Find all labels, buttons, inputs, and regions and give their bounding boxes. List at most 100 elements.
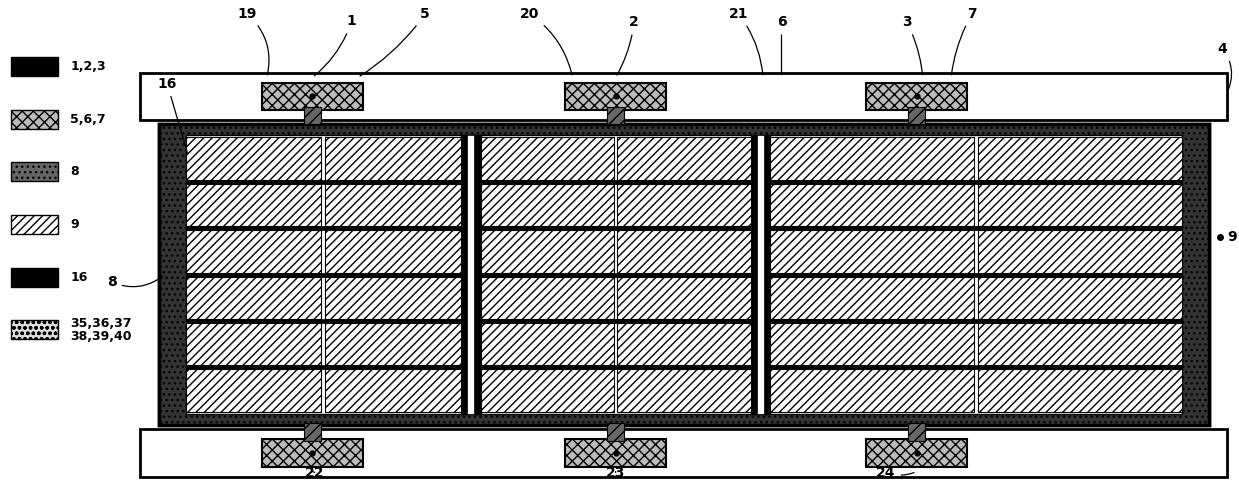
Bar [11,215,58,234]
Bar [325,369,461,412]
Bar [617,277,751,319]
Bar [481,365,751,369]
Text: 19: 19 [238,7,269,75]
Bar [11,110,58,129]
Bar [978,183,1182,226]
Bar [481,230,613,273]
Text: 21: 21 [729,7,763,75]
Text: 16: 16 [71,271,88,284]
Text: 38,39,40: 38,39,40 [71,330,131,343]
Bar [481,183,613,226]
Bar [481,369,613,412]
Bar [617,137,751,179]
Bar [186,369,321,412]
Text: 22: 22 [305,466,325,479]
Bar [467,135,475,414]
Bar [978,277,1182,319]
Bar [565,83,667,110]
Bar [325,230,461,273]
Bar [261,83,363,110]
Bar [140,429,1228,477]
Bar [617,323,751,365]
Text: 3: 3 [902,16,923,75]
Bar [607,107,624,124]
Bar [978,323,1182,365]
Bar [771,323,974,365]
Text: 1,2,3: 1,2,3 [71,60,105,73]
Bar [186,319,461,323]
Bar [771,369,974,412]
Bar [325,277,461,319]
Bar [771,179,1182,183]
Text: 8: 8 [107,275,162,289]
Bar [186,135,1182,414]
Text: 5,6,7: 5,6,7 [71,113,105,125]
Text: 5: 5 [361,7,430,76]
Text: 1: 1 [315,15,357,76]
Text: 20: 20 [520,7,572,75]
Text: 24: 24 [876,466,914,479]
Bar [607,423,624,441]
Bar [11,320,58,339]
Bar [771,230,974,273]
Bar [304,107,321,124]
Bar [186,226,461,230]
Bar [140,73,1228,120]
Bar [186,179,461,183]
Bar [186,137,321,179]
Bar [908,107,926,124]
Bar [186,365,461,369]
Bar [751,135,771,414]
Bar [771,273,1182,277]
Bar [617,369,751,412]
Bar [771,137,974,179]
Bar [565,439,667,467]
Bar [481,323,613,365]
Bar [325,323,461,365]
Bar [481,277,613,319]
Bar [186,230,321,273]
Bar [757,135,764,414]
Text: 16: 16 [157,77,187,153]
Text: 6: 6 [777,16,787,75]
Bar [11,57,58,76]
Text: 2: 2 [617,16,639,75]
Bar [325,183,461,226]
Bar [159,124,1209,425]
Bar [481,137,613,179]
Bar [771,226,1182,230]
Bar [978,369,1182,412]
Text: 23: 23 [606,466,626,479]
Bar [978,230,1182,273]
Bar [481,319,751,323]
Text: 9: 9 [1220,230,1237,244]
Bar [481,273,751,277]
Bar [617,183,751,226]
Bar [866,83,966,110]
Bar [771,277,974,319]
Text: 35,36,37: 35,36,37 [71,317,131,330]
Text: 8: 8 [71,165,79,178]
Text: 9: 9 [71,218,79,231]
Bar [186,323,321,365]
Bar [11,162,58,181]
Bar [771,365,1182,369]
Bar [159,124,1209,425]
Bar [617,230,751,273]
Bar [771,183,974,226]
Bar [866,439,966,467]
Bar [11,268,58,287]
Bar [461,135,481,414]
Bar [771,319,1182,323]
Bar [186,273,461,277]
Bar [304,423,321,441]
Bar [186,183,321,226]
Bar [325,137,461,179]
Bar [481,179,751,183]
Text: 7: 7 [952,7,976,75]
Bar [261,439,363,467]
Bar [978,137,1182,179]
Bar [186,277,321,319]
Bar [481,226,751,230]
Text: 4: 4 [1218,42,1232,89]
